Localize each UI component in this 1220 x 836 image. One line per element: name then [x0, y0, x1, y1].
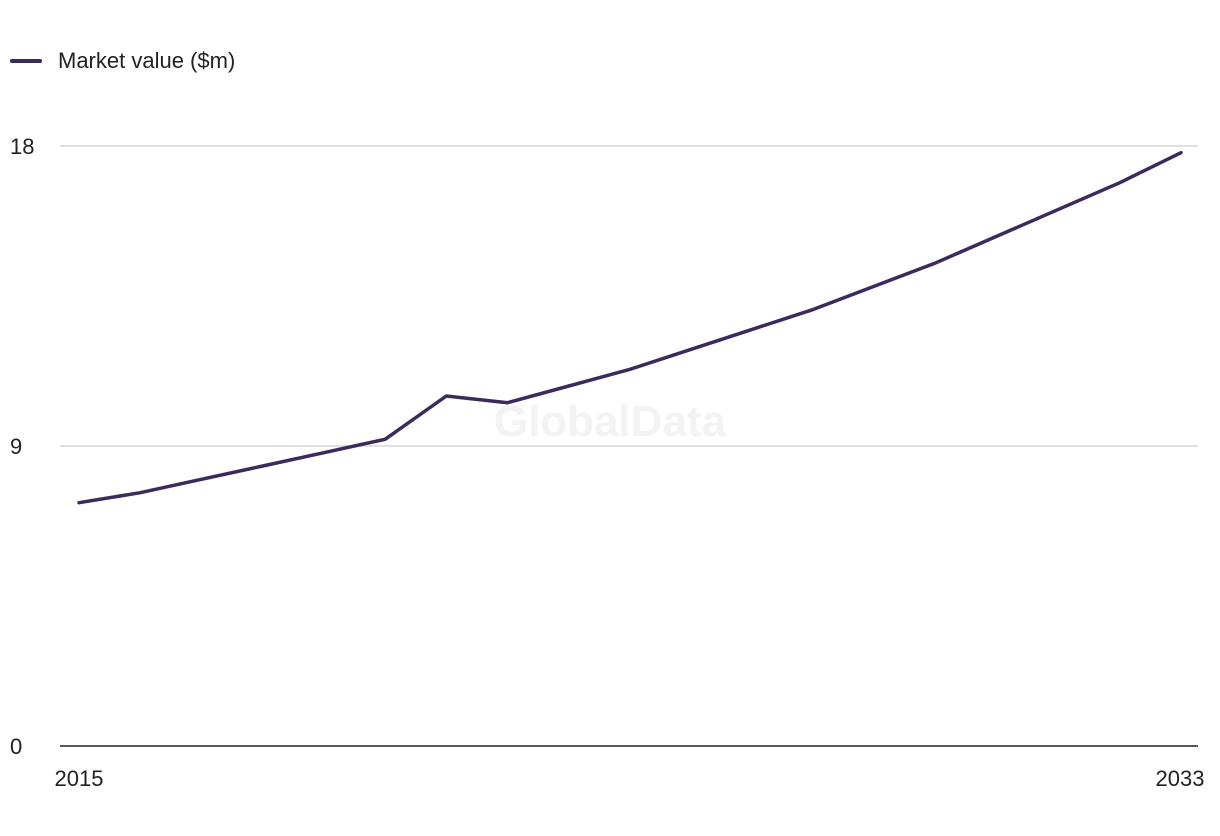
series-line-market-value: [77, 150, 1183, 505]
legend-label-market-value: Market value ($m): [58, 48, 236, 73]
gridlines: [60, 145, 1198, 447]
legend-swatch: [10, 59, 42, 63]
x-axis-ticks: 2015 2033: [55, 766, 1205, 791]
y-tick-label-0: 0: [10, 734, 22, 759]
y-axis-ticks: 0 9 18: [10, 134, 34, 759]
legend: Market value ($m): [10, 46, 235, 76]
x-tick-label-2015: 2015: [55, 766, 104, 791]
x-tick-label-2033: 2033: [1156, 766, 1205, 791]
y-tick-label-9: 9: [10, 434, 22, 459]
series-layer: [77, 150, 1183, 505]
y-tick-label-18: 18: [10, 134, 34, 159]
watermark-text: GlobalData: [494, 397, 727, 446]
